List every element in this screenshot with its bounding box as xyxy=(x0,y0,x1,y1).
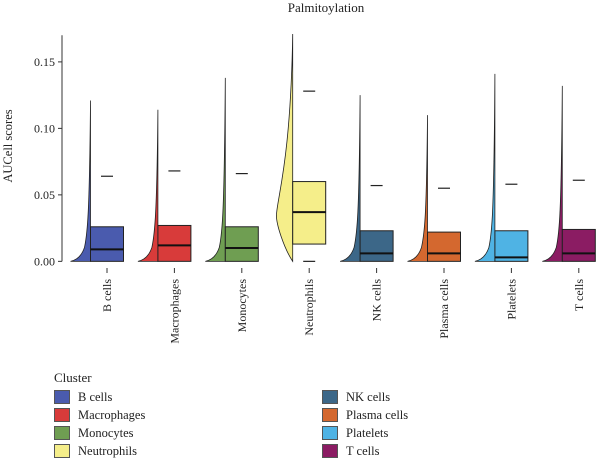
legend-item: T cells xyxy=(322,442,379,460)
legend-label: Macrophages xyxy=(78,407,146,422)
box xyxy=(224,226,259,262)
x-tick-label: Macrophages xyxy=(167,279,181,344)
legend-swatch xyxy=(54,390,70,404)
legend-item: Monocytes xyxy=(54,424,134,442)
violin-half xyxy=(474,73,496,262)
x-tick-label: Monocytes xyxy=(235,279,249,333)
violin-half xyxy=(542,85,563,262)
legend-item: Macrophages xyxy=(54,406,145,424)
legend-label: B cells xyxy=(78,389,113,404)
legend-swatch xyxy=(54,408,70,422)
y-axis: 0.00 0.05 0.10 0.15 xyxy=(34,35,63,268)
legend-label: T cells xyxy=(346,443,380,458)
violin-half xyxy=(407,115,428,262)
legend-label: Monocytes xyxy=(78,425,134,440)
x-axis: B cells Macrophages Monocytes Neutrophils NK… xyxy=(100,268,586,344)
legend-item: Neutrophils xyxy=(54,442,137,460)
box xyxy=(157,224,192,262)
x-tick-label: B cells xyxy=(100,279,114,312)
y-axis-label: AUCell scores xyxy=(1,109,15,182)
legend-label: NK cells xyxy=(346,389,391,404)
y-tick-label: 0.05 xyxy=(34,188,55,202)
chart-title: Palmitoylation xyxy=(288,0,365,15)
violin-half xyxy=(205,77,226,262)
legend-swatch xyxy=(322,390,338,404)
box xyxy=(90,226,124,262)
plot-area xyxy=(70,33,596,263)
y-tick-label: 0.10 xyxy=(34,121,55,135)
legend-swatch xyxy=(322,444,338,458)
legend-swatch xyxy=(322,408,338,422)
box xyxy=(427,231,461,262)
legend-swatch xyxy=(54,444,70,458)
box xyxy=(494,230,529,262)
x-tick-label: NK cells xyxy=(370,279,384,322)
legend-item: Platelets xyxy=(322,424,388,442)
violin-box-chart: Palmitoylation AUCell scores 0.00 0.05 0.1… xyxy=(1,0,596,344)
legend-label: Plasma cells xyxy=(346,407,409,422)
legend: Cluster B cells Macrophages Monocytes Neutr… xyxy=(54,370,574,458)
legend-item: B cells xyxy=(54,388,112,406)
legend-swatch xyxy=(322,426,338,440)
legend-item: Plasma cells xyxy=(322,406,408,424)
violin-half xyxy=(276,33,294,263)
x-tick-label: Plasma cells xyxy=(437,279,451,339)
legend-item: NK cells xyxy=(322,388,390,406)
x-tick-label: Platelets xyxy=(504,279,518,320)
legend-title: Cluster xyxy=(54,370,92,385)
y-tick-label: 0.15 xyxy=(34,55,55,69)
x-tick-label: Neutrophils xyxy=(302,279,316,336)
y-tick-label: 0.00 xyxy=(34,254,55,268)
violin-half xyxy=(70,100,91,262)
legend-label: Platelets xyxy=(346,425,389,440)
box xyxy=(561,228,596,262)
violin-half xyxy=(340,95,361,262)
legend-label: Neutrophils xyxy=(78,443,138,458)
box xyxy=(359,230,394,262)
violin-half xyxy=(137,109,159,262)
x-tick-label: T cells xyxy=(572,279,586,311)
legend-swatch xyxy=(54,426,70,440)
